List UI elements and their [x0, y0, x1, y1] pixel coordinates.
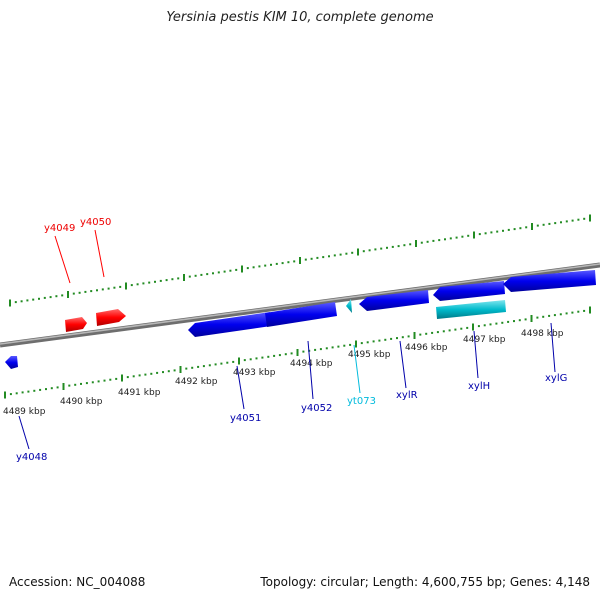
scale-label: 4495 kbp	[348, 350, 391, 360]
gene-arrow-y4051[interactable]	[188, 312, 271, 337]
gene-arrow-xylR[interactable]	[359, 290, 429, 311]
gene-label-y4048: y4048	[16, 452, 47, 463]
gene-labels: y4049 y4050 y4048 y4051 y4052 yt073 xylR…	[16, 217, 567, 463]
gene-arrow-yt073[interactable]	[346, 299, 352, 313]
gene-arrow-y4049[interactable]	[65, 317, 87, 332]
genome-stats-text: Topology: circular; Length: 4,600,755 bp…	[260, 575, 590, 589]
genome-backbone	[0, 262, 600, 348]
label-leaders	[18, 229, 556, 450]
scale-label: 4491 kbp	[118, 388, 161, 398]
accession-text: Accession: NC_004088	[9, 575, 146, 589]
gene-arrow-y4050[interactable]	[96, 309, 126, 326]
gene-label-xylR: xylR	[396, 390, 418, 401]
gene-label-y4050: y4050	[80, 217, 111, 228]
scale-label: 4490 kbp	[60, 397, 103, 407]
scale-labels: 4489 kbp 4490 kbp 4491 kbp 4492 kbp 4493…	[3, 329, 564, 417]
scale-label: 4492 kbp	[175, 377, 218, 387]
gene-arrow-y4048[interactable]	[5, 356, 18, 369]
gene-label-y4049: y4049	[44, 223, 75, 234]
gene-label-y4051: y4051	[230, 413, 261, 424]
scale-label: 4494 kbp	[290, 359, 333, 369]
gene-arrow-y4052[interactable]	[265, 302, 337, 327]
gene-arrow-xylH-rna[interactable]	[436, 300, 506, 319]
tick-track-upper	[9, 214, 591, 307]
gene-label-xylG: xylG	[545, 373, 567, 384]
scale-label: 4498 kbp	[521, 329, 564, 339]
scale-label: 4493 kbp	[233, 368, 276, 378]
scale-label: 4496 kbp	[405, 343, 448, 353]
genome-title: Yersinia pestis KIM 10, complete genome	[166, 10, 434, 25]
gene-arrow-xylH[interactable]	[433, 281, 505, 301]
gene-label-y4052: y4052	[301, 403, 332, 414]
scale-label: 4489 kbp	[3, 407, 46, 417]
gene-arrow-xylG[interactable]	[503, 270, 596, 292]
scale-label: 4497 kbp	[463, 335, 506, 345]
gene-label-xylH: xylH	[468, 381, 490, 392]
gene-label-yt073: yt073	[347, 396, 376, 407]
tick-track-lower	[4, 306, 591, 399]
